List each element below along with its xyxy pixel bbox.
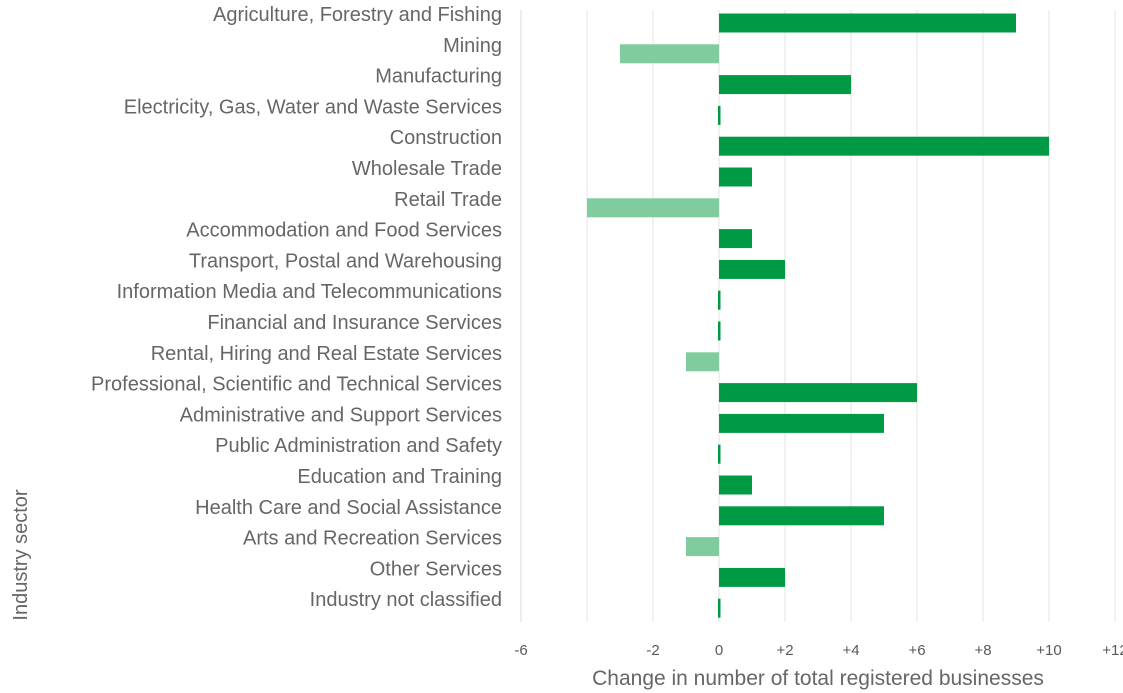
category-label: Mining: [443, 35, 502, 57]
x-tick-labels: -6 -2 0 +2 +4 +6 +8 +10 +12: [514, 642, 1123, 659]
gridlines: [586, 10, 1116, 622]
bar: [587, 198, 719, 218]
bars: [587, 13, 1049, 618]
bar: [719, 229, 752, 249]
x-tick-label: +12: [1102, 642, 1123, 659]
category-label: Arts and Recreation Services: [243, 528, 502, 550]
bar: [620, 44, 719, 64]
bar: [719, 13, 1016, 33]
category-label: Wholesale Trade: [352, 158, 502, 180]
bar: [719, 136, 1049, 156]
category-label: Other Services: [370, 558, 502, 580]
category-label: Public Administration and Safety: [215, 435, 502, 457]
bar: [686, 537, 719, 557]
category-label: Transport, Postal and Warehousing: [189, 250, 502, 272]
x-tick-label: 0: [715, 642, 723, 659]
category-label: Retail Trade: [394, 189, 502, 211]
category-label: Agriculture, Forestry and Fishing: [213, 4, 502, 26]
bar: [719, 167, 752, 187]
category-labels: Agriculture, Forestry and Fishing Mining M…: [91, 4, 502, 611]
category-label: Industry not classified: [310, 589, 502, 611]
x-tick-label: +10: [1036, 642, 1061, 659]
category-label: Health Care and Social Assistance: [195, 497, 502, 519]
bar: [719, 506, 884, 526]
bar: [686, 352, 719, 372]
category-label: Electricity, Gas, Water and Waste Servic…: [124, 96, 502, 118]
x-tick-label: -2: [646, 642, 659, 659]
bar: [719, 259, 785, 279]
bar: [718, 290, 721, 310]
category-label: Manufacturing: [375, 66, 502, 88]
category-label: Accommodation and Food Services: [186, 220, 502, 242]
x-tick-label: -6: [514, 642, 527, 659]
x-tick-label: +4: [842, 642, 859, 659]
x-tick-label: +8: [974, 642, 991, 659]
bar: [719, 75, 851, 95]
bar: [718, 444, 721, 464]
x-tick-label: +2: [776, 642, 793, 659]
category-label: Financial and Insurance Services: [207, 312, 502, 334]
bar: [719, 413, 884, 433]
category-label: Education and Training: [297, 466, 502, 488]
category-label: Information Media and Telecommunications: [117, 281, 502, 303]
x-tick-label: +6: [908, 642, 925, 659]
bar: [719, 475, 752, 495]
bar: [718, 321, 721, 341]
bar: [718, 105, 721, 125]
bar: [719, 383, 917, 403]
category-label: Rental, Hiring and Real Estate Services: [151, 343, 502, 365]
category-label: Construction: [390, 127, 502, 149]
x-axis-title: Change in number of total registered bus…: [592, 667, 1044, 690]
category-label: Administrative and Support Services: [180, 404, 502, 426]
bar: [719, 567, 785, 587]
y-axis-title: Industry sector: [10, 489, 32, 621]
category-label: Professional, Scientific and Technical S…: [91, 374, 502, 396]
bar: [718, 598, 721, 618]
